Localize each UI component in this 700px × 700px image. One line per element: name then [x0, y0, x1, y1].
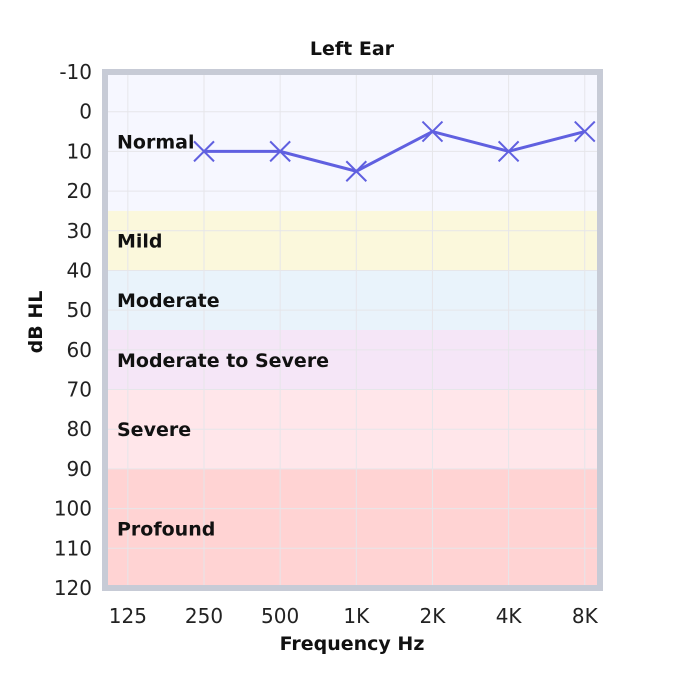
severity-band: [105, 330, 600, 390]
y-tick-label: 60: [67, 338, 92, 362]
x-tick-label: 125: [109, 604, 147, 628]
data-point-x-marker: [574, 120, 596, 143]
data-point-x-marker: [497, 140, 520, 163]
y-tick-label: 30: [67, 219, 92, 243]
series-line: [204, 129, 586, 173]
y-tick-label: 10: [67, 139, 92, 163]
data-point-x-marker: [345, 160, 368, 182]
severity-band: [105, 468, 600, 588]
severity-band-label: Moderate to Severe: [117, 350, 329, 372]
data-point-x-marker: [421, 120, 444, 143]
chart-title: Left Ear: [310, 38, 395, 60]
plot-frame: [102, 69, 603, 591]
y-tick-label: 110: [54, 536, 92, 560]
y-tick-label: 70: [67, 378, 92, 402]
severity-band-label: Profound: [117, 518, 215, 540]
severity-band-label: Severe: [117, 419, 191, 441]
y-tick-label: -10: [59, 60, 92, 84]
x-tick-label: 250: [185, 604, 223, 628]
x-tick-label: 500: [261, 604, 299, 628]
y-tick-label: 40: [67, 258, 92, 282]
severity-band-label: Moderate: [117, 290, 220, 312]
severity-band: [105, 210, 600, 271]
x-tick-label: 1K: [343, 604, 370, 628]
severity-band-label: Normal: [117, 131, 194, 153]
x-tick-labels: 125 250 500 1K 2K 4K 8K: [109, 604, 599, 628]
y-tick-label: 50: [67, 298, 92, 322]
x-tick-label: 4K: [496, 604, 523, 628]
y-tick-label: 120: [54, 576, 92, 600]
severity-band-labels: Normal Mild Moderate Moderate to Severe Seve…: [117, 131, 329, 540]
severity-band: [105, 270, 600, 330]
y-tick-label: 80: [67, 417, 92, 441]
y-tick-label: 20: [67, 179, 92, 203]
data-point-x-marker: [193, 140, 215, 163]
y-tick-label: 0: [79, 100, 92, 124]
severity-band-label: Mild: [117, 231, 163, 253]
data-point-x-marker: [269, 140, 291, 163]
y-tick-label: 100: [54, 497, 92, 521]
x-tick-label: 8K: [572, 604, 599, 628]
y-tick-labels: -10 0 10 20 30 40 50 60 70 80 90 100 110 120: [54, 60, 92, 600]
series-left-ear: [193, 120, 596, 182]
x-axis-label: Frequency Hz: [280, 633, 425, 655]
y-tick-label: 90: [67, 457, 92, 481]
x-tick-label: 2K: [420, 604, 447, 628]
y-axis-label: dB HL: [25, 291, 47, 354]
